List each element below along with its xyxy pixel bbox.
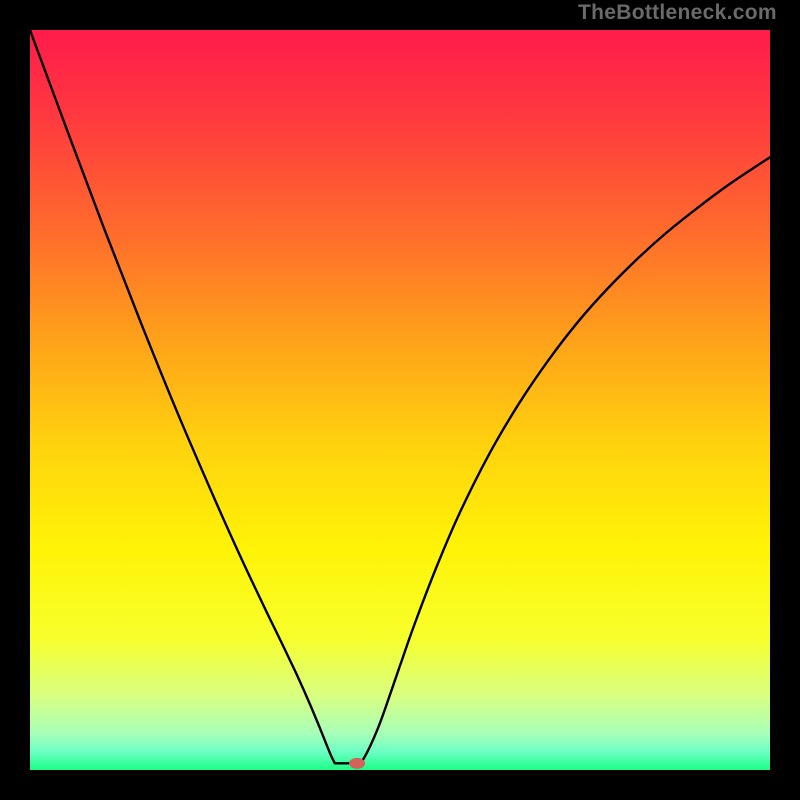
- gradient-background: [30, 30, 770, 770]
- chart-marker: [349, 758, 365, 769]
- watermark-label: TheBottleneck.com: [578, 1, 777, 25]
